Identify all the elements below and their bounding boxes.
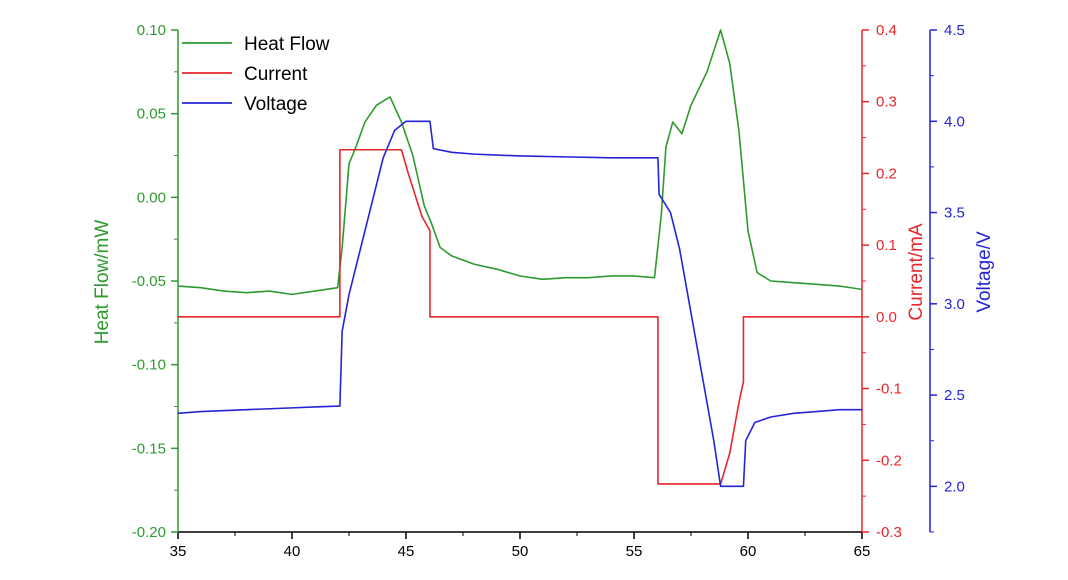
voltage-tick-label: 4.5 [944,22,965,39]
voltage-axis: 4.5 4.0 3.5 3.0 2.5 2.0 Voltage/V [929,22,995,533]
voltage-tick-label: 2.5 [944,387,965,404]
current-tick-label: 0.1 [876,237,897,254]
heat-tick-label: -0.10 [132,357,166,374]
heat-axis-title: Heat Flow/mW [92,220,113,345]
heat-tick-label: 0.05 [137,106,166,123]
legend-label: Current [244,64,308,85]
heat-flow-axis: 0.10 0.05 0.00 -0.05 -0.10 -0.15 -0.20 Heat Flo… [92,22,179,541]
x-tick-label: 55 [626,543,643,560]
heat-tick-label: 0.00 [137,189,166,206]
voltage-tick-label: 3.5 [944,205,965,222]
current-tick-label: -0.2 [876,452,902,469]
current-axis: 0.4 0.3 0.2 0.1 0.0 -0.1 -0.2 -0.3 Current/mA [861,22,927,541]
current-tick-label: -0.1 [876,381,902,398]
x-tick-label: 35 [170,543,187,560]
x-tick-label: 65 [854,543,871,560]
heat-tick-label: -0.20 [132,524,166,541]
x-tick-label: 40 [284,543,301,560]
x-tick-label: 50 [512,543,529,560]
voltage-tick-label: 4.0 [944,113,965,130]
x-tick-label: 60 [740,543,757,560]
legend-item-voltage: Voltage [182,94,307,115]
current-tick-label: 0.4 [876,22,897,39]
heat-tick-label: 0.10 [137,22,166,39]
current-tick-label: 0.0 [876,309,897,326]
voltage-tick-label: 2.0 [944,478,965,495]
heat-tick-label: -0.15 [132,440,166,457]
voltage-tick-label: 3.0 [944,296,965,313]
series-layer [177,29,863,488]
legend-item-heat-flow: Heat Flow [182,34,330,55]
legend: Heat Flow Current Voltage [182,34,330,115]
current-tick-label: 0.3 [876,94,897,111]
current-tick-label: -0.3 [876,524,902,541]
current-axis-title: Current/mA [906,223,927,320]
x-axis: 35 40 45 50 55 60 65 [170,532,871,560]
series-current-line [178,148,862,485]
legend-item-current: Current [182,64,308,85]
legend-label: Voltage [244,94,307,115]
heat-tick-label: -0.05 [132,273,166,290]
current-tick-label: 0.2 [876,165,897,182]
voltage-axis-title: Voltage/V [974,231,995,313]
x-tick-label: 45 [398,543,415,560]
series-voltage-line [177,120,862,488]
legend-label: Heat Flow [244,34,330,55]
